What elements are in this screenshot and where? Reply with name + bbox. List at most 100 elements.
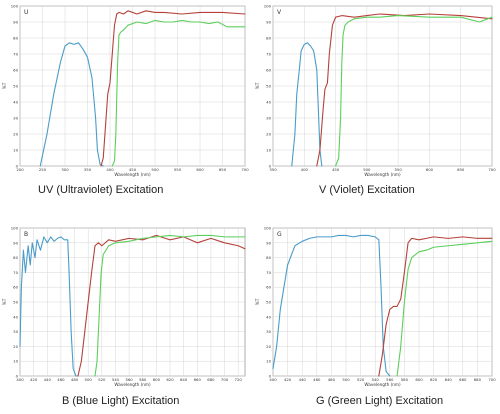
x-tick-label: 550 [395,167,403,172]
panel-letter: U [24,9,28,16]
y-tick-label: 10 [266,148,271,153]
x-tick-label: 600 [153,377,161,382]
y-tick-label: 10 [13,359,18,364]
panel-letter: B [24,231,28,238]
y-tick-label: 50 [266,84,271,89]
x-tick-label: 350 [84,167,92,172]
x-tick-label: 680 [474,377,482,382]
y-tick-label: 60 [266,68,271,73]
y-tick-label: 90 [266,240,271,245]
y-tick-label: 30 [266,116,271,121]
x-tick-label: 660 [194,377,202,382]
y-tick-label: 0 [16,164,19,169]
chart-svg-green: 0 10 20 30 40 50 60 70 80 90 100 400 420 440 460 480 500… [255,226,496,388]
y-tick-label: 80 [13,36,18,41]
x-tick-label: 540 [372,377,380,382]
chart-svg-blue: 0 10 20 30 40 50 60 70 80 90 100 400 420 440 460 480 500… [2,226,246,387]
y-tick-label: 20 [266,132,271,137]
x-tick-label: 700 [488,167,496,172]
x-tick-label: 560 [125,377,133,382]
x-tick-label: 400 [16,377,24,382]
y-axis-label: %T [255,298,260,305]
y-tick-label: 70 [266,270,271,275]
x-tick-label: 480 [71,377,79,382]
x-tick-label: 500 [363,167,371,172]
y-tick-label: 30 [266,329,271,334]
x-axis-label: Wavelength (nm) [364,382,401,387]
series-line-excitation [19,236,79,377]
series-line-excitation [291,42,323,167]
chart-panel-violet: 0 10 20 30 40 50 60 70 80 90 100 350 400 450 500 550 600… [255,2,496,180]
y-tick-label: 10 [13,148,18,153]
chart-caption-violet: V (Violet) Excitation [319,184,415,196]
y-tick-label: 100 [11,4,19,9]
chart-caption-green: G (Green Light) Excitation [316,395,444,407]
y-tick-label: 40 [266,100,271,105]
x-tick-label: 540 [112,377,120,382]
y-tick-label: 100 [264,4,272,9]
series-line-excitation [39,42,104,167]
y-tick-label: 0 [269,164,272,169]
x-tick-label: 640 [180,377,188,382]
x-tick-label: 460 [313,377,321,382]
x-tick-label: 350 [269,167,277,172]
x-tick-label: 400 [301,167,309,172]
y-tick-label: 90 [13,20,18,25]
chart-svg-violet: 0 10 20 30 40 50 60 70 80 90 100 350 400 450 500 550 600… [255,4,496,178]
y-tick-label: 70 [266,52,271,57]
y-tick-label: 20 [13,132,18,137]
x-tick-label: 650 [457,167,465,172]
series-line-dichroic [316,13,493,167]
x-tick-label: 460 [57,377,65,382]
y-tick-label: 0 [16,374,19,379]
series-line-dichroic [378,236,493,377]
y-tick-label: 90 [13,240,18,245]
chart-caption-blue: B (Blue Light) Excitation [62,395,180,407]
y-tick-label: 100 [11,226,19,231]
chart-panel-uv: 0 10 20 30 40 50 60 70 80 90 100 200 250 300 350 400 450… [2,2,249,180]
y-tick-label: 80 [13,255,18,260]
x-tick-label: 420 [30,377,38,382]
y-tick-label: 0 [269,374,272,379]
y-tick-label: 50 [266,300,271,305]
y-tick-label: 50 [13,84,18,89]
x-tick-label: 620 [430,377,438,382]
x-tick-label: 560 [386,377,394,382]
series-line-emission [94,234,246,377]
x-tick-label: 420 [284,377,292,382]
x-tick-label: 620 [166,377,174,382]
x-tick-label: 660 [459,377,467,382]
chart-panel-green: 0 10 20 30 40 50 60 70 80 90 100 400 420 440 460 480 500… [255,224,496,390]
x-tick-label: 600 [196,167,204,172]
panel-letter: V [277,9,282,16]
x-tick-label: 500 [342,377,350,382]
panel-letter: G [277,231,282,238]
y-tick-label: 30 [13,116,18,121]
x-tick-label: 680 [207,377,215,382]
y-tick-label: 80 [266,36,271,41]
x-tick-label: 600 [426,167,434,172]
x-tick-label: 600 [415,377,423,382]
chart-caption-uv: UV (Ultraviolet) Excitation [38,184,164,196]
y-tick-label: 40 [266,314,271,319]
x-tick-label: 300 [61,167,69,172]
y-axis-label: %T [2,298,7,305]
x-tick-label: 480 [328,377,336,382]
x-tick-label: 640 [445,377,453,382]
x-axis-label: Wavelength (nm) [114,172,151,177]
x-tick-label: 500 [151,167,159,172]
x-tick-label: 580 [139,377,147,382]
series-line-excitation [272,234,391,377]
x-tick-label: 400 [106,167,114,172]
y-tick-label: 40 [13,314,18,319]
chart-svg-uv: 0 10 20 30 40 50 60 70 80 90 100 200 250 300 350 400 450… [2,4,249,178]
y-tick-label: 20 [13,344,18,349]
x-tick-label: 200 [16,167,24,172]
x-tick-label: 400 [269,377,277,382]
series-line-emission [396,240,493,377]
x-tick-label: 580 [401,377,409,382]
x-tick-label: 450 [129,167,137,172]
x-tick-label: 440 [299,377,307,382]
x-tick-label: 720 [235,377,243,382]
x-tick-label: 520 [98,377,106,382]
